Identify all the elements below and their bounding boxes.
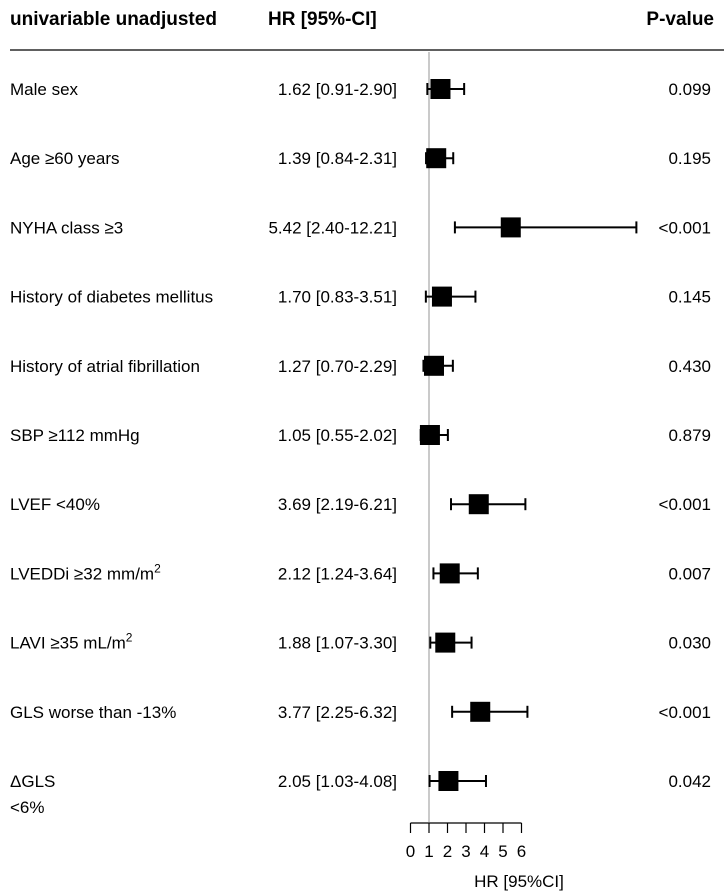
forest-row: Age ≥60 years 1.39 [0.84-2.31] 0.195 [10,148,711,169]
row-label: Male sex [10,80,79,99]
header-row: univariable unadjusted HR [95%-CI] P-val… [10,9,714,30]
row-hr-text: 2.12 [1.24-3.64] [278,564,397,583]
hr-point [438,771,459,791]
row-hr-text: 3.77 [2.25-6.32] [278,703,397,722]
hr-point [435,632,456,653]
row-label: History of atrial fibrillation [10,357,200,376]
row-hr-text: 1.39 [0.84-2.31] [278,149,397,168]
forest-row: LVEF <40% 3.69 [2.19-6.21] <0.001 [10,494,711,515]
row-hr-text: 1.62 [0.91-2.90] [278,80,397,99]
row-label: LVEF <40% [10,495,100,514]
row-pvalue: 0.430 [668,357,711,376]
row-label: ΔGLS [10,772,55,791]
hr-point [470,701,491,722]
row-hr-text: 1.05 [0.55-2.02] [278,426,397,445]
hr-point [426,148,447,169]
row-pvalue: <0.001 [659,703,711,722]
forest-row: SBP ≥112 mmHg 1.05 [0.55-2.02] 0.879 [10,425,711,445]
hr-point [419,425,440,445]
column-header-label: univariable unadjusted [10,9,217,30]
forest-row: Male sex 1.62 [0.91-2.90] 0.099 [10,79,711,99]
hr-point [431,286,452,307]
row-label-line2: <6% [10,798,45,817]
row-pvalue: 0.007 [668,564,711,583]
column-header-pvalue: P-value [646,9,714,30]
forest-row: NYHA class ≥3 5.42 [2.40-12.21] <0.001 [10,217,711,238]
x-axis: 0 1 2 3 4 5 6 HR [95%CI] [406,822,564,891]
x-tick-label: 5 [498,842,507,861]
row-pvalue: 0.030 [668,634,711,653]
x-tick-label: 4 [480,842,489,861]
x-axis-title: HR [95%CI] [474,872,564,891]
x-tick-label: 2 [443,842,452,861]
forest-rows: Male sex 1.62 [0.91-2.90] 0.099 Age ≥60 yea… [10,52,711,822]
row-label: LVEDDi ≥32 mm/m2 [10,561,161,583]
row-label: LAVI ≥35 mL/m2 [10,631,133,653]
row-pvalue: 0.195 [668,149,711,168]
row-label: GLS worse than -13% [10,703,176,722]
forest-row: ΔGLS <6% 2.05 [1.03-4.08] 0.042 [10,771,711,817]
hr-point [439,563,460,584]
x-tick-label: 1 [424,842,433,861]
x-tick-label: 6 [517,842,526,861]
row-hr-text: 2.05 [1.03-4.08] [278,772,397,791]
row-pvalue: <0.001 [659,218,711,237]
row-label: SBP ≥112 mmHg [10,426,140,445]
forest-row: LVEDDi ≥32 mm/m2 2.12 [1.24-3.64] 0.007 [10,561,711,584]
row-hr-text: 5.42 [2.40-12.21] [268,218,397,237]
row-pvalue: <0.001 [659,495,711,514]
x-tick-label: 0 [406,842,415,861]
forest-row: History of diabetes mellitus 1.70 [0.83-3… [10,286,711,307]
x-tick-label: 3 [461,842,470,861]
row-pvalue: 0.145 [668,288,711,307]
forest-row: LAVI ≥35 mL/m2 1.88 [1.07-3.30] 0.030 [10,631,711,653]
row-label: Age ≥60 years [10,149,120,168]
hr-point [500,217,521,238]
row-hr-text: 1.27 [0.70-2.29] [278,357,397,376]
forest-row: GLS worse than -13% 3.77 [2.25-6.32] <0.00… [10,701,711,722]
row-hr-text: 1.70 [0.83-3.51] [278,288,397,307]
row-label: NYHA class ≥3 [10,218,123,237]
row-hr-text: 1.88 [1.07-3.30] [278,634,397,653]
row-pvalue: 0.099 [668,80,711,99]
hr-point [423,355,444,376]
row-hr-text: 3.69 [2.19-6.21] [278,495,397,514]
row-pvalue: 0.879 [668,426,711,445]
hr-point [468,494,489,515]
row-label: History of diabetes mellitus [10,288,213,307]
column-header-hr: HR [95%-CI] [268,9,377,30]
forest-row: History of atrial fibrillation 1.27 [0.70… [10,355,711,376]
row-pvalue: 0.042 [668,772,711,791]
hr-point [430,79,451,99]
